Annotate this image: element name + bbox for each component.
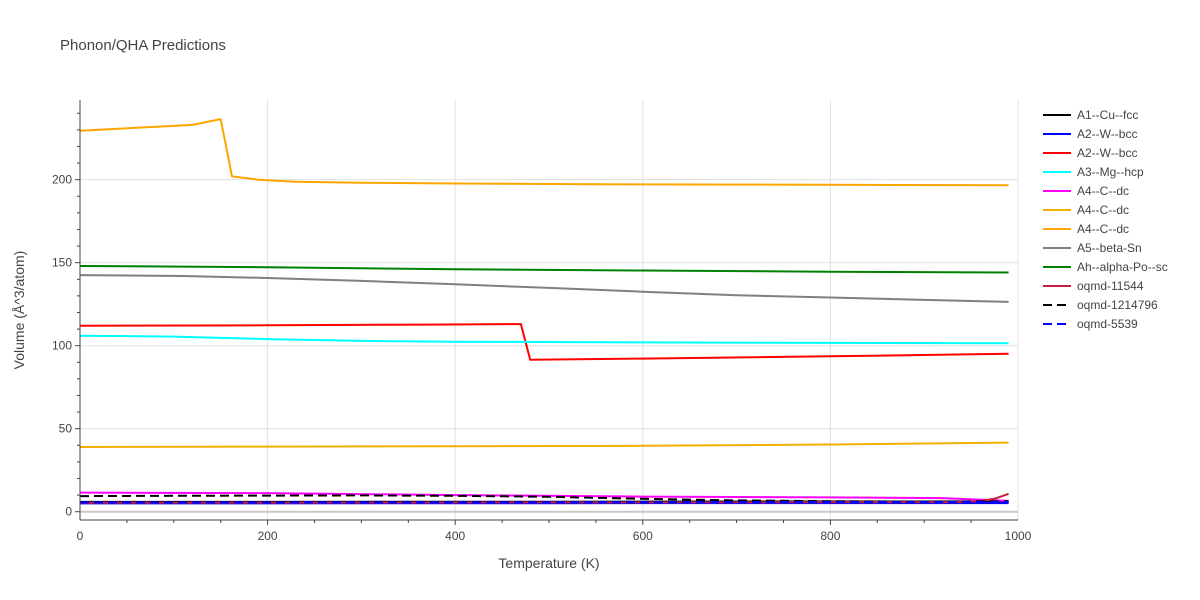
y-tick-label: 200 — [52, 173, 72, 187]
y-tick-label: 0 — [65, 505, 72, 519]
legend-label: Ah--alpha-Po--sc — [1077, 260, 1168, 274]
x-tick-label: 1000 — [1005, 529, 1032, 543]
x-tick-label: 600 — [633, 529, 653, 543]
legend-label: A4--C--dc — [1077, 203, 1129, 217]
axes — [79, 100, 1018, 521]
legend-item[interactable]: Ah--alpha-Po--sc — [1043, 260, 1168, 274]
series-line-10 — [79, 494, 1009, 503]
legend-item[interactable]: A2--W--bcc — [1043, 146, 1137, 160]
series-line-6 — [79, 118, 1009, 187]
series-lines — [79, 118, 1009, 505]
legend-item[interactable]: A4--C--dc — [1043, 184, 1129, 198]
y-tick-label: 50 — [59, 422, 73, 436]
legend-item[interactable]: A3--Mg--hcp — [1043, 165, 1144, 179]
x-tick-label: 400 — [445, 529, 465, 543]
y-tick-label: 100 — [52, 339, 72, 353]
legend-label: A1--Cu--fcc — [1077, 108, 1138, 122]
x-tick-label: 0 — [77, 529, 84, 543]
series-line-7 — [79, 274, 1009, 303]
series-line-5 — [79, 441, 1009, 448]
legend-label: A4--C--dc — [1077, 184, 1129, 198]
x-tick-label: 800 — [820, 529, 840, 543]
series-line-8 — [79, 265, 1009, 274]
legend-item[interactable]: A2--W--bcc — [1043, 127, 1137, 141]
legend-label: A3--Mg--hcp — [1077, 165, 1144, 179]
legend-label: A2--W--bcc — [1077, 146, 1137, 160]
legend-item[interactable]: A5--beta-Sn — [1043, 241, 1142, 255]
legend-label: A2--W--bcc — [1077, 127, 1137, 141]
legend[interactable]: A1--Cu--fcc A2--W--bcc A2--W--bcc A3--Mg--h… — [1043, 108, 1168, 331]
y-tick-label: 150 — [52, 256, 72, 270]
chart-title: Phonon/QHA Predictions — [60, 37, 226, 54]
grid-lines — [80, 100, 1019, 520]
series-line-4 — [79, 491, 1009, 502]
legend-label: oqmd-5539 — [1077, 317, 1138, 331]
legend-item[interactable]: A4--C--dc — [1043, 222, 1129, 236]
x-axis-title: Temperature (K) — [498, 555, 599, 571]
legend-label: oqmd-1214796 — [1077, 298, 1158, 312]
legend-item[interactable]: oqmd-11544 — [1043, 279, 1144, 293]
series-line-3 — [79, 334, 1009, 345]
legend-label: A5--beta-Sn — [1077, 241, 1142, 255]
legend-label: oqmd-11544 — [1077, 279, 1144, 293]
legend-item[interactable]: oqmd-5539 — [1043, 317, 1138, 331]
series-line-11 — [79, 500, 1009, 504]
tick-labels: 0 200 400 600 800 1000 0 50 100 150 200 — [52, 112, 1032, 543]
x-tick-label: 200 — [258, 529, 278, 543]
legend-item[interactable]: A1--Cu--fcc — [1043, 108, 1138, 122]
y-axis-title: Volume (Å^3/atom) — [11, 251, 27, 370]
legend-item[interactable]: A4--C--dc — [1043, 203, 1129, 217]
legend-label: A4--C--dc — [1077, 222, 1129, 236]
series-line-9 — [79, 492, 1009, 504]
legend-item[interactable]: oqmd-1214796 — [1043, 298, 1158, 312]
